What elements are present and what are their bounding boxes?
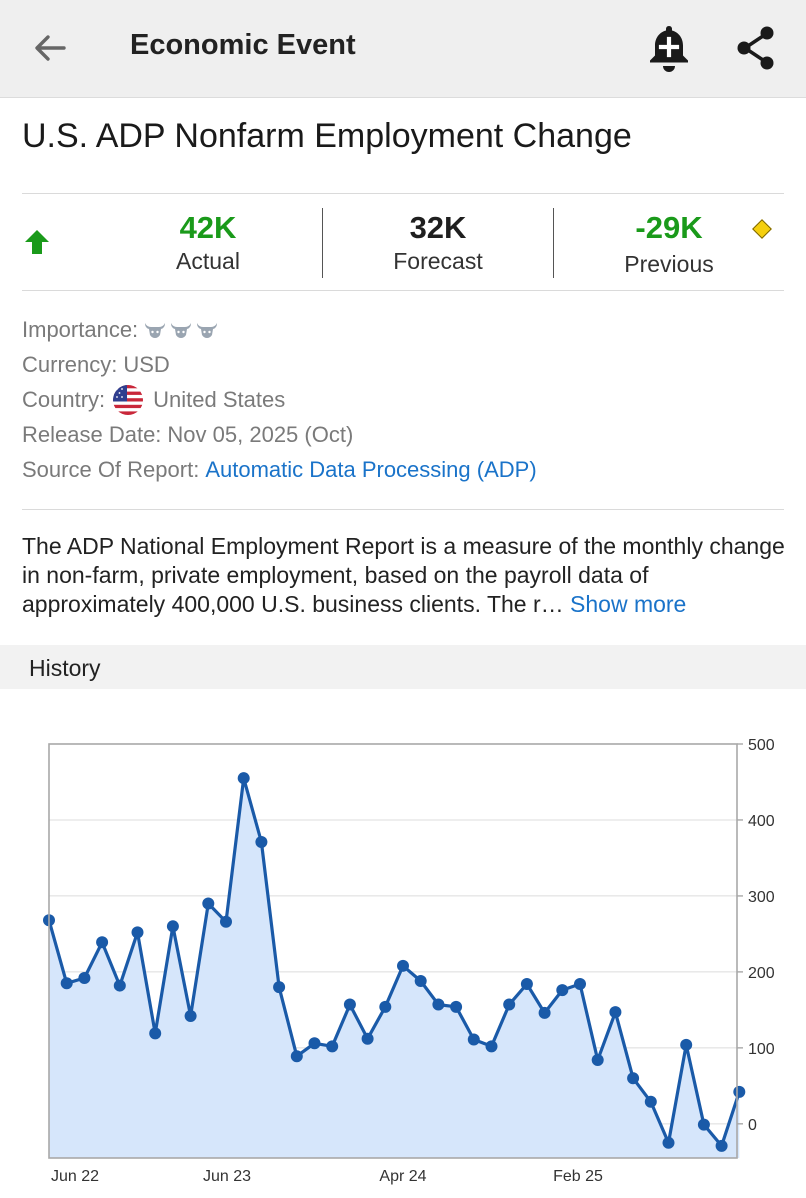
chart-data-point[interactable] xyxy=(113,979,126,992)
actual-value: 42K xyxy=(179,210,237,245)
chart-data-point[interactable] xyxy=(556,984,569,997)
add-alert-bell-icon[interactable] xyxy=(646,22,692,74)
chart-data-point[interactable] xyxy=(96,936,109,949)
chart-data-point[interactable] xyxy=(149,1027,162,1040)
chart-data-point[interactable] xyxy=(379,1000,392,1013)
chart-data-point[interactable] xyxy=(255,835,268,848)
forecast-stat: 32K Forecast xyxy=(323,210,553,275)
event-info: Importance: Currency: USD Country: Unite… xyxy=(22,312,537,487)
app-bar-title: Economic Event xyxy=(130,29,356,61)
stats-row: 42K Actual 32K Forecast -29K Previous xyxy=(22,193,784,291)
chart-data-point[interactable] xyxy=(574,978,586,991)
importance-row: Importance: xyxy=(22,312,537,347)
back-arrow-icon[interactable] xyxy=(28,26,72,70)
source-row: Source Of Report: Automatic Data Process… xyxy=(22,452,537,487)
currency-value: USD xyxy=(123,351,170,377)
chart-data-point[interactable] xyxy=(220,915,232,928)
previous-label: Previous xyxy=(624,251,714,277)
up-arrow-icon xyxy=(25,230,49,254)
chart-y-tick-label: 200 xyxy=(748,965,775,982)
event-description: The ADP National Employment Report is a … xyxy=(22,532,792,619)
event-title: U.S. ADP Nonfarm Employment Change xyxy=(22,117,632,155)
chart-data-point[interactable] xyxy=(273,981,286,994)
release-date-value: Nov 05, 2025 (Oct) xyxy=(167,421,354,447)
actual-label: Actual xyxy=(176,248,240,274)
chart-data-point[interactable] xyxy=(662,1136,675,1149)
app-bar: Economic Event xyxy=(0,0,806,98)
importance-bulls xyxy=(144,321,218,339)
currency-label: Currency: xyxy=(22,351,118,377)
chart-data-point[interactable] xyxy=(485,1040,498,1053)
source-link[interactable]: Automatic Data Processing (ADP) xyxy=(205,456,537,482)
chart-data-point[interactable] xyxy=(166,920,179,933)
chart-data-point[interactable] xyxy=(343,998,356,1011)
stat-divider xyxy=(553,208,554,278)
chart-y-tick-label: 0 xyxy=(748,1117,757,1134)
chart-data-point[interactable] xyxy=(697,1118,710,1131)
country-value: United States xyxy=(153,386,286,412)
forecast-label: Forecast xyxy=(393,248,483,274)
chart-data-point[interactable] xyxy=(326,1040,339,1053)
chart-data-point[interactable] xyxy=(644,1095,657,1108)
chart-data-point[interactable] xyxy=(361,1032,374,1045)
chart-data-point[interactable] xyxy=(184,1009,197,1022)
us-flag-icon xyxy=(113,384,144,415)
release-date-row: Release Date: Nov 05, 2025 (Oct) xyxy=(22,417,537,452)
bull-icon xyxy=(197,322,218,338)
chart-data-point[interactable] xyxy=(520,978,533,991)
previous-stat: -29K Previous xyxy=(554,210,784,278)
chart-x-tick-label: Jun 22 xyxy=(51,1168,99,1185)
chart-data-point[interactable] xyxy=(308,1037,321,1050)
history-chart: 0 100 200 300 400 500 Jun 22 Jun 23 Apr 24 Feb 2… xyxy=(43,737,775,1185)
chart-y-tick-label: 500 xyxy=(748,737,775,754)
actual-stat: 42K Actual xyxy=(93,210,323,275)
chart-data-point[interactable] xyxy=(715,1139,728,1152)
currency-row: Currency: USD xyxy=(22,347,537,382)
history-title: History xyxy=(29,655,101,681)
chart-y-tick-label: 400 xyxy=(748,813,775,830)
country-row: Country: United States xyxy=(22,382,537,417)
chart-data-point[interactable] xyxy=(237,772,250,785)
chart-data-point[interactable] xyxy=(202,897,215,910)
chart-data-point[interactable] xyxy=(538,1006,551,1019)
stat-divider xyxy=(322,208,323,278)
forecast-value: 32K xyxy=(409,210,467,245)
chart-data-point[interactable] xyxy=(609,1006,622,1019)
description-text: The ADP National Employment Report is a … xyxy=(22,533,785,617)
chart-data-point[interactable] xyxy=(733,1085,746,1098)
share-icon[interactable] xyxy=(732,24,780,72)
chart-x-tick-label: Jun 23 xyxy=(203,1168,251,1185)
section-divider xyxy=(22,509,784,510)
chart-data-point[interactable] xyxy=(414,975,427,988)
chart-data-point[interactable] xyxy=(680,1038,693,1051)
chart-x-tick-label: Feb 25 xyxy=(553,1168,603,1185)
chart-plot-frame xyxy=(48,743,738,1159)
chart-data-point[interactable] xyxy=(290,1050,303,1063)
chart-data-point[interactable] xyxy=(131,926,144,939)
country-label: Country: xyxy=(22,386,106,412)
previous-value: -29K xyxy=(635,210,703,245)
chart-data-point[interactable] xyxy=(432,998,445,1011)
chart-data-point[interactable] xyxy=(467,1033,480,1046)
chart-area-fill xyxy=(49,778,740,1158)
chart-x-tick-label: Apr 24 xyxy=(379,1168,426,1185)
chart-data-point[interactable] xyxy=(397,959,409,972)
chart-data-point[interactable] xyxy=(450,1000,463,1013)
bull-icon xyxy=(171,322,192,338)
release-date-label: Release Date: xyxy=(22,421,162,447)
chart-data-point[interactable] xyxy=(78,971,91,984)
chart-data-point[interactable] xyxy=(503,998,516,1011)
chart-y-tick-label: 300 xyxy=(748,889,775,906)
history-header: History xyxy=(0,645,806,689)
show-more-link[interactable]: Show more xyxy=(570,591,687,617)
chart-data-point[interactable] xyxy=(627,1072,640,1085)
chart-data-point[interactable] xyxy=(60,977,73,990)
chart-y-tick-label: 100 xyxy=(748,1041,775,1058)
chart-data-point[interactable] xyxy=(591,1054,604,1067)
chart-series-line xyxy=(47,776,741,1148)
importance-label: Importance: xyxy=(22,316,139,342)
bull-icon xyxy=(145,322,166,338)
source-label: Source Of Report: xyxy=(22,456,200,482)
